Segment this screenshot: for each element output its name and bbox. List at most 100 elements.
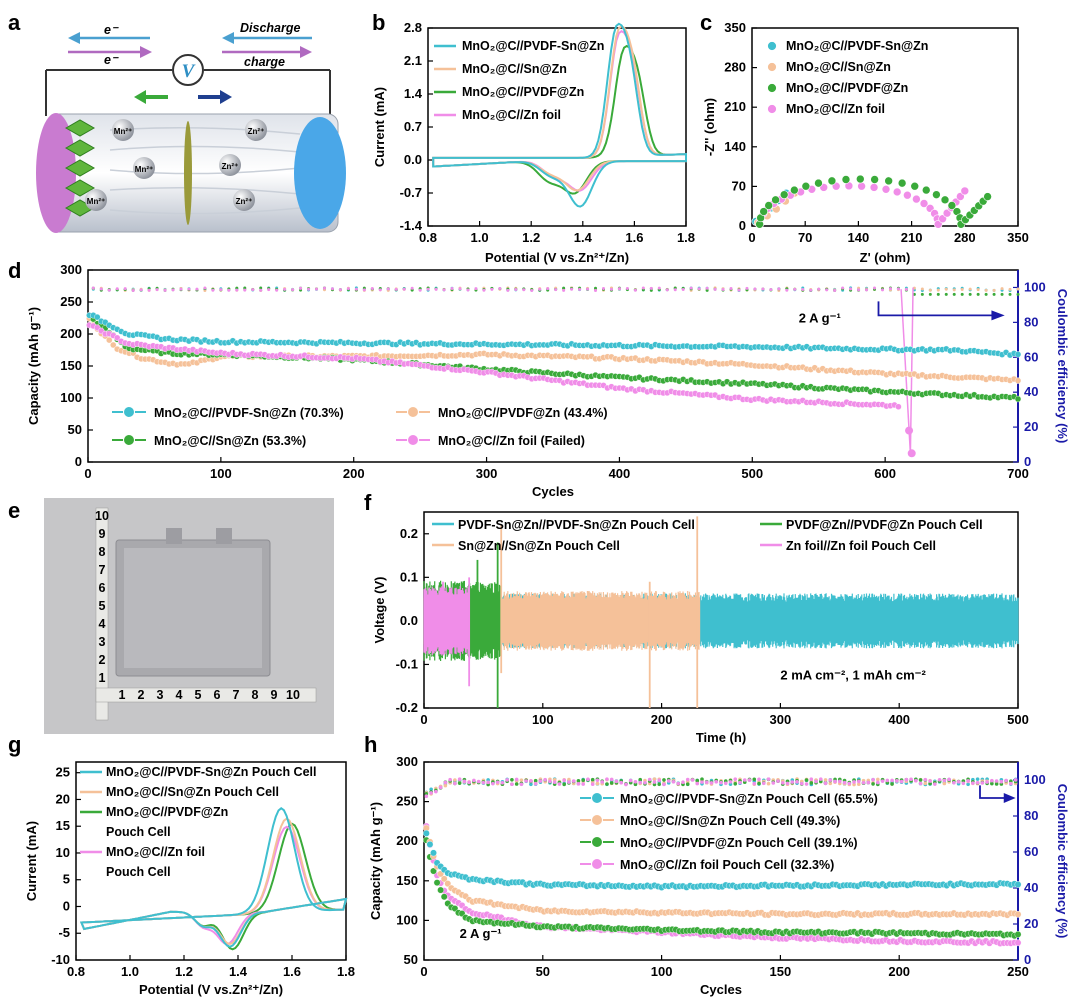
ce-point-green bbox=[994, 782, 999, 786]
ce-point-pink bbox=[918, 781, 923, 786]
ce-point-pink bbox=[777, 287, 781, 291]
legend-label: Sn@Zn//Sn@Zn Pouch Cell bbox=[458, 539, 620, 553]
ce-point-pink bbox=[673, 288, 677, 292]
ce-point-pink bbox=[131, 288, 135, 292]
ruler-number: 6 bbox=[99, 581, 106, 595]
ce-point-pink bbox=[299, 286, 303, 290]
ce-point-pink bbox=[467, 780, 471, 785]
ce-point-pink bbox=[742, 778, 747, 782]
ce-point-pink bbox=[529, 779, 533, 783]
y-axis-label: Voltage (V) bbox=[372, 577, 387, 644]
rate-annotation: 2 A g⁻¹ bbox=[799, 311, 841, 326]
ce-point-pink bbox=[828, 778, 833, 782]
ce-point-pink bbox=[985, 780, 989, 784]
legend-label: PVDF@Zn//PVDF@Zn Pouch Cell bbox=[786, 518, 983, 532]
ce-point-pink bbox=[458, 287, 462, 291]
ce-point-pink bbox=[871, 777, 875, 782]
plot-frame bbox=[751, 27, 1019, 227]
ce-point-peach bbox=[857, 782, 861, 787]
ce-point-green bbox=[871, 782, 875, 786]
ce-point-pink bbox=[873, 286, 877, 290]
ce-point-pink bbox=[861, 780, 866, 785]
ce-point-pink bbox=[107, 288, 111, 292]
y-tick-label: 50 bbox=[68, 422, 82, 437]
y2-tick-label: 40 bbox=[1024, 880, 1038, 895]
ce-point-pink bbox=[990, 778, 994, 783]
ce-point-pink bbox=[769, 288, 773, 292]
ce-point-pink bbox=[617, 287, 621, 291]
ce-point-pink bbox=[662, 782, 666, 787]
y-tick-label: 2.8 bbox=[404, 20, 422, 35]
ce-point-pink bbox=[714, 780, 719, 784]
x-tick-label: 1.8 bbox=[337, 964, 355, 979]
ce-point-pink bbox=[91, 286, 95, 290]
eis-point-green bbox=[827, 176, 837, 186]
legend-marker bbox=[407, 434, 419, 446]
ce-point-pink bbox=[799, 781, 804, 786]
ce-point-pink bbox=[899, 779, 904, 784]
ce-point-pink bbox=[362, 288, 366, 292]
legend-marker bbox=[123, 434, 135, 446]
y-tick-label: 250 bbox=[396, 794, 418, 809]
ce-point-pink bbox=[99, 287, 103, 291]
ce-point-pink bbox=[219, 288, 223, 292]
legend-label: MnO₂@C//PVDF@Zn (43.4%) bbox=[438, 406, 608, 420]
ce-point-pink bbox=[866, 780, 871, 785]
ce-point-green bbox=[581, 778, 585, 783]
ce-point-pink bbox=[709, 781, 714, 785]
capacity-point-green bbox=[1014, 395, 1022, 403]
y-tick-label: 200 bbox=[396, 833, 418, 848]
ce-point-pink bbox=[817, 287, 821, 291]
ce-point-pink bbox=[386, 287, 390, 291]
ruler-number: 9 bbox=[271, 688, 278, 702]
ce-point-peach bbox=[852, 782, 856, 787]
ce-point-pink bbox=[785, 781, 790, 786]
legend-marker bbox=[767, 41, 777, 51]
ce-point-pink bbox=[576, 782, 581, 786]
y2-tick-label: 60 bbox=[1024, 844, 1038, 859]
ruler-number: 4 bbox=[176, 688, 183, 702]
ce-point-pink bbox=[933, 782, 937, 786]
ce-point-pink bbox=[876, 780, 880, 785]
ce-point-pink bbox=[638, 780, 643, 785]
capacity-point-peach bbox=[440, 875, 448, 883]
ce-point-pink bbox=[450, 286, 454, 290]
ce-point-pink bbox=[737, 288, 741, 292]
ce-point-peach bbox=[443, 783, 448, 788]
ruler-number: 3 bbox=[99, 635, 106, 649]
ce-point-pink bbox=[833, 288, 837, 292]
ce-point-pink bbox=[171, 288, 175, 292]
ce-point-pink bbox=[524, 779, 528, 783]
ce-point-peach bbox=[567, 777, 571, 782]
ce-point-peach bbox=[828, 781, 833, 786]
ce-point-pink bbox=[235, 288, 239, 292]
ce-point-pink bbox=[609, 777, 614, 782]
ce-point-pink bbox=[614, 779, 619, 784]
ion-label: Zn²⁺ bbox=[248, 127, 265, 136]
ce-point-pink bbox=[570, 287, 574, 291]
x-tick-label: 140 bbox=[848, 230, 870, 245]
y2-tick-label: 60 bbox=[1024, 349, 1038, 364]
ce-point-pink bbox=[346, 287, 350, 291]
ce-point-pink bbox=[804, 782, 809, 786]
y2-tick-label: 0 bbox=[1024, 454, 1031, 469]
capacity-point-cyan bbox=[422, 829, 430, 837]
ce-point-pink bbox=[649, 286, 653, 290]
ce-point-pink bbox=[586, 777, 590, 782]
ce-point-pink bbox=[745, 286, 749, 290]
ce-point-pink bbox=[227, 288, 231, 292]
ce-point-pink bbox=[624, 782, 628, 787]
ruler-number: 4 bbox=[99, 617, 106, 631]
ce-point-green bbox=[638, 777, 643, 782]
y-tick-label: 0 bbox=[63, 898, 70, 913]
ce-point-green bbox=[920, 292, 924, 296]
ce-point-pink bbox=[486, 780, 490, 785]
chart-g-cv-pouch: 0.8 1.0 1.2 1.4 1.6 1.8 -10 -5 0 5 10 15 20 25 Potenti… bbox=[24, 761, 355, 997]
y2-axis-label: Coulombic efficiency (%) bbox=[1055, 289, 1070, 444]
legend-label: MnO₂@C//PVDF-Sn@Zn Pouch Cell (65.5%) bbox=[620, 792, 878, 806]
x-tick-label: 1.6 bbox=[283, 964, 301, 979]
ce-point-cyan bbox=[529, 782, 533, 787]
ce-point-peach bbox=[595, 781, 600, 786]
arrow-head-icon bbox=[220, 90, 232, 104]
